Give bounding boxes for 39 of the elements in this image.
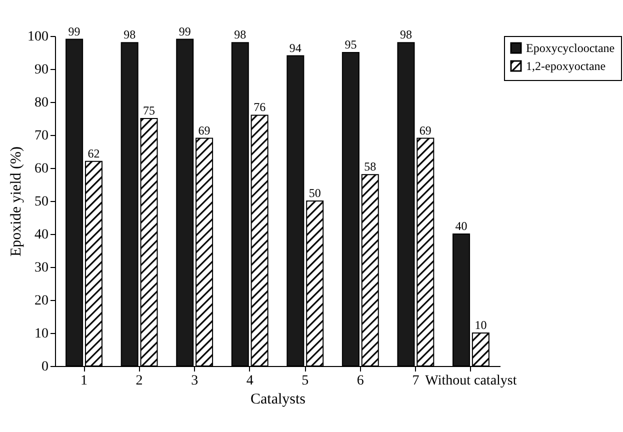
data-label: 99 xyxy=(178,24,191,38)
x-tick-label: 5 xyxy=(302,374,309,388)
data-label: 94 xyxy=(289,40,302,55)
x-tick-label: 4 xyxy=(246,374,254,388)
y-tick-label: 40 xyxy=(34,228,48,242)
data-label: 58 xyxy=(364,160,376,174)
data-label: 62 xyxy=(88,146,100,160)
data-label: 10 xyxy=(474,318,487,332)
y-tick-label: 50 xyxy=(34,194,48,210)
data-label: 98 xyxy=(234,28,246,42)
data-label: 76 xyxy=(254,100,266,114)
y-tick-label: 60 xyxy=(34,162,48,176)
y-tick-label: 0 xyxy=(42,360,48,374)
data-label: 50 xyxy=(308,186,321,200)
legend-label: Epoxycyclooctane xyxy=(526,41,615,55)
y-tick-label: 30 xyxy=(34,260,48,276)
x-tick-label: Without catalyst xyxy=(425,374,517,388)
x-tick-label: 1 xyxy=(80,374,88,388)
data-label: 69 xyxy=(198,123,210,138)
x-tick-label: 7 xyxy=(412,374,420,388)
data-label: 40 xyxy=(455,219,468,233)
x-tick-label: 6 xyxy=(356,374,364,388)
legend-label: 1,2-epoxyoctane xyxy=(526,59,606,73)
data-label: 98 xyxy=(124,28,136,42)
y-axis-title: Epoxide yield (%) xyxy=(8,146,24,256)
y-tick-label: 10 xyxy=(34,326,48,342)
y-tick-label: 80 xyxy=(34,96,48,110)
y-tick-label: 90 xyxy=(34,62,48,78)
data-label: 99 xyxy=(68,24,80,38)
x-tick-label: 3 xyxy=(191,374,198,388)
x-axis-title: Catalysts xyxy=(250,392,306,408)
data-label: 98 xyxy=(400,28,412,42)
data-label: 69 xyxy=(419,123,432,138)
data-label: 95 xyxy=(344,38,357,52)
data-label: 75 xyxy=(143,104,156,118)
x-tick-label: 2 xyxy=(136,374,143,388)
y-tick-label: 70 xyxy=(34,128,48,144)
y-tick-label: 20 xyxy=(34,294,48,308)
y-tick-label: 100 xyxy=(28,30,48,44)
